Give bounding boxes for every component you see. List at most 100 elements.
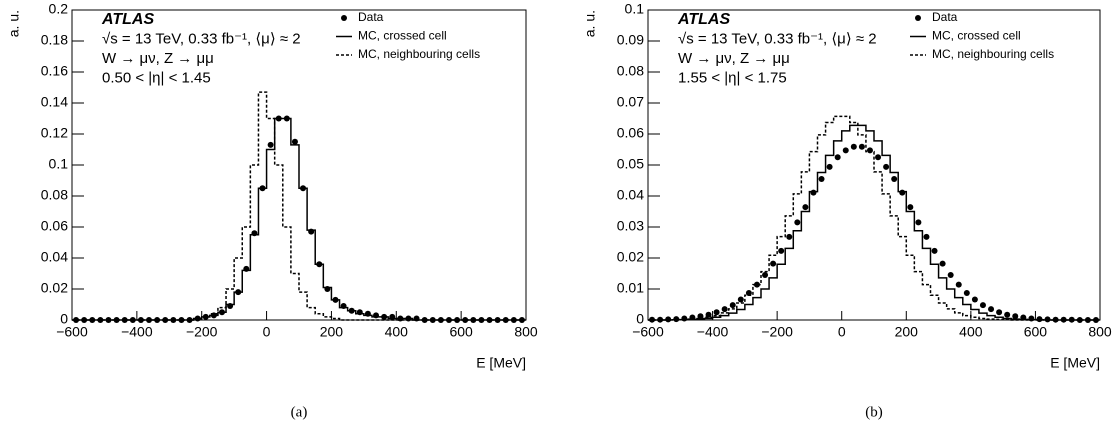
data-point <box>729 302 736 309</box>
data-point <box>875 154 882 161</box>
panel: −600 −400 −200 0 200 400 600 800 0 0.02 0.04 0.06 0.… <box>6 1 538 421</box>
data-point <box>721 306 728 313</box>
data-point <box>1012 313 1019 320</box>
y-tick-label: 0 <box>636 311 644 327</box>
data-point <box>996 309 1003 316</box>
data-point <box>947 272 954 279</box>
annotation: √s = 13 TeV, 0.33 fb⁻¹, ⟨μ⟩ ≈ 2 <box>678 30 877 47</box>
x-tick-label: 0 <box>838 324 846 340</box>
data-point <box>988 306 995 313</box>
data-point <box>963 290 970 297</box>
legend-marker <box>341 15 347 21</box>
y-tick-label: 0.04 <box>617 187 644 203</box>
x-tick-label: 200 <box>320 324 344 340</box>
data-point <box>802 204 809 211</box>
data-point <box>818 175 825 182</box>
y-tick-label: 0.18 <box>41 32 68 48</box>
annotation: √s = 13 TeV, 0.33 fb⁻¹, ⟨μ⟩ ≈ 2 <box>102 30 301 47</box>
data-point <box>810 189 817 196</box>
x-tick-label: 400 <box>385 324 409 340</box>
y-tick-label: 0.2 <box>49 1 69 17</box>
x-tick-label: 600 <box>449 324 473 340</box>
x-tick-label: −400 <box>121 324 153 340</box>
data-point <box>955 281 962 288</box>
data-point <box>931 247 938 254</box>
legend-label: MC, crossed cell <box>932 29 1021 43</box>
y-tick-label: 0.08 <box>41 187 68 203</box>
x-tick-label: 800 <box>1088 324 1112 340</box>
caption: (a) <box>291 404 308 420</box>
x-tick-label: −600 <box>632 324 664 340</box>
x-tick-label: 200 <box>895 324 919 340</box>
x-axis-label: E [MeV] <box>1050 355 1100 371</box>
data-point <box>1004 311 1011 318</box>
data-point <box>891 175 898 182</box>
x-tick-label: 0 <box>263 324 271 340</box>
panel: −600 −400 −200 0 200 400 600 800 0 0.01 0.02 0.03 0.… <box>582 1 1112 421</box>
x-tick-label: −600 <box>56 324 88 340</box>
y-tick-label: 0.06 <box>617 125 644 141</box>
data-point <box>681 315 688 322</box>
data-point <box>737 296 744 303</box>
legend-marker <box>915 15 921 21</box>
legend-label: Data <box>932 10 958 24</box>
y-tick-label: 0.05 <box>617 156 644 172</box>
annotation: 1.55 < |η| < 1.75 <box>678 69 787 86</box>
x-tick-label: 800 <box>514 324 538 340</box>
y-axis-label: a. u. <box>6 10 22 37</box>
y-tick-label: 0.1 <box>625 1 645 17</box>
y-tick-label: 0.16 <box>41 63 68 79</box>
data-point <box>705 311 712 318</box>
y-tick-label: 0.04 <box>41 249 68 265</box>
data-point <box>939 260 946 267</box>
data-point <box>971 296 978 303</box>
x-tick-label: −200 <box>186 324 218 340</box>
step-line <box>648 124 1100 321</box>
y-tick-label: 0.03 <box>617 218 644 234</box>
data-point <box>794 219 801 226</box>
data-point <box>267 141 274 148</box>
y-tick-label: 0.01 <box>617 280 644 296</box>
y-tick-label: 0.14 <box>41 94 68 110</box>
data-point <box>778 247 785 254</box>
data-point <box>858 143 865 150</box>
data-point <box>713 309 720 316</box>
legend-label: MC, neighbouring cells <box>358 47 480 61</box>
data-point <box>915 219 922 226</box>
step-line <box>648 115 1100 321</box>
annotation: W → μν, Z → μμ <box>678 50 790 67</box>
annotation: W → μν, Z → μμ <box>102 50 214 67</box>
y-tick-label: 0.1 <box>49 156 69 172</box>
y-tick-label: 0.09 <box>617 32 644 48</box>
step-line <box>72 91 526 321</box>
y-tick-label: 0.02 <box>617 249 644 265</box>
data-point <box>834 154 841 161</box>
x-axis-label: E [MeV] <box>476 355 526 371</box>
data-point <box>883 163 890 170</box>
legend-label: Data <box>358 10 384 24</box>
data-point <box>850 143 857 150</box>
legend-label: MC, crossed cell <box>358 29 447 43</box>
data-point <box>866 147 873 154</box>
experiment-label: ATLAS <box>677 11 730 28</box>
x-tick-label: −200 <box>761 324 793 340</box>
data-point <box>762 272 769 279</box>
y-tick-label: 0.12 <box>41 125 68 141</box>
annotation: 0.50 < |η| < 1.45 <box>102 69 211 86</box>
data-point <box>786 233 793 240</box>
data-point <box>907 204 914 211</box>
data-point <box>899 189 906 196</box>
data-point <box>842 147 849 154</box>
y-tick-label: 0 <box>60 311 68 327</box>
x-tick-label: 600 <box>1024 324 1048 340</box>
experiment-label: ATLAS <box>101 11 154 28</box>
x-tick-label: 400 <box>959 324 983 340</box>
y-axis-label: a. u. <box>582 10 598 37</box>
y-tick-label: 0.08 <box>617 63 644 79</box>
y-tick-label: 0.07 <box>617 94 644 110</box>
data-point <box>291 138 298 145</box>
caption: (b) <box>865 404 883 420</box>
data-point <box>826 163 833 170</box>
data-point <box>979 302 986 309</box>
